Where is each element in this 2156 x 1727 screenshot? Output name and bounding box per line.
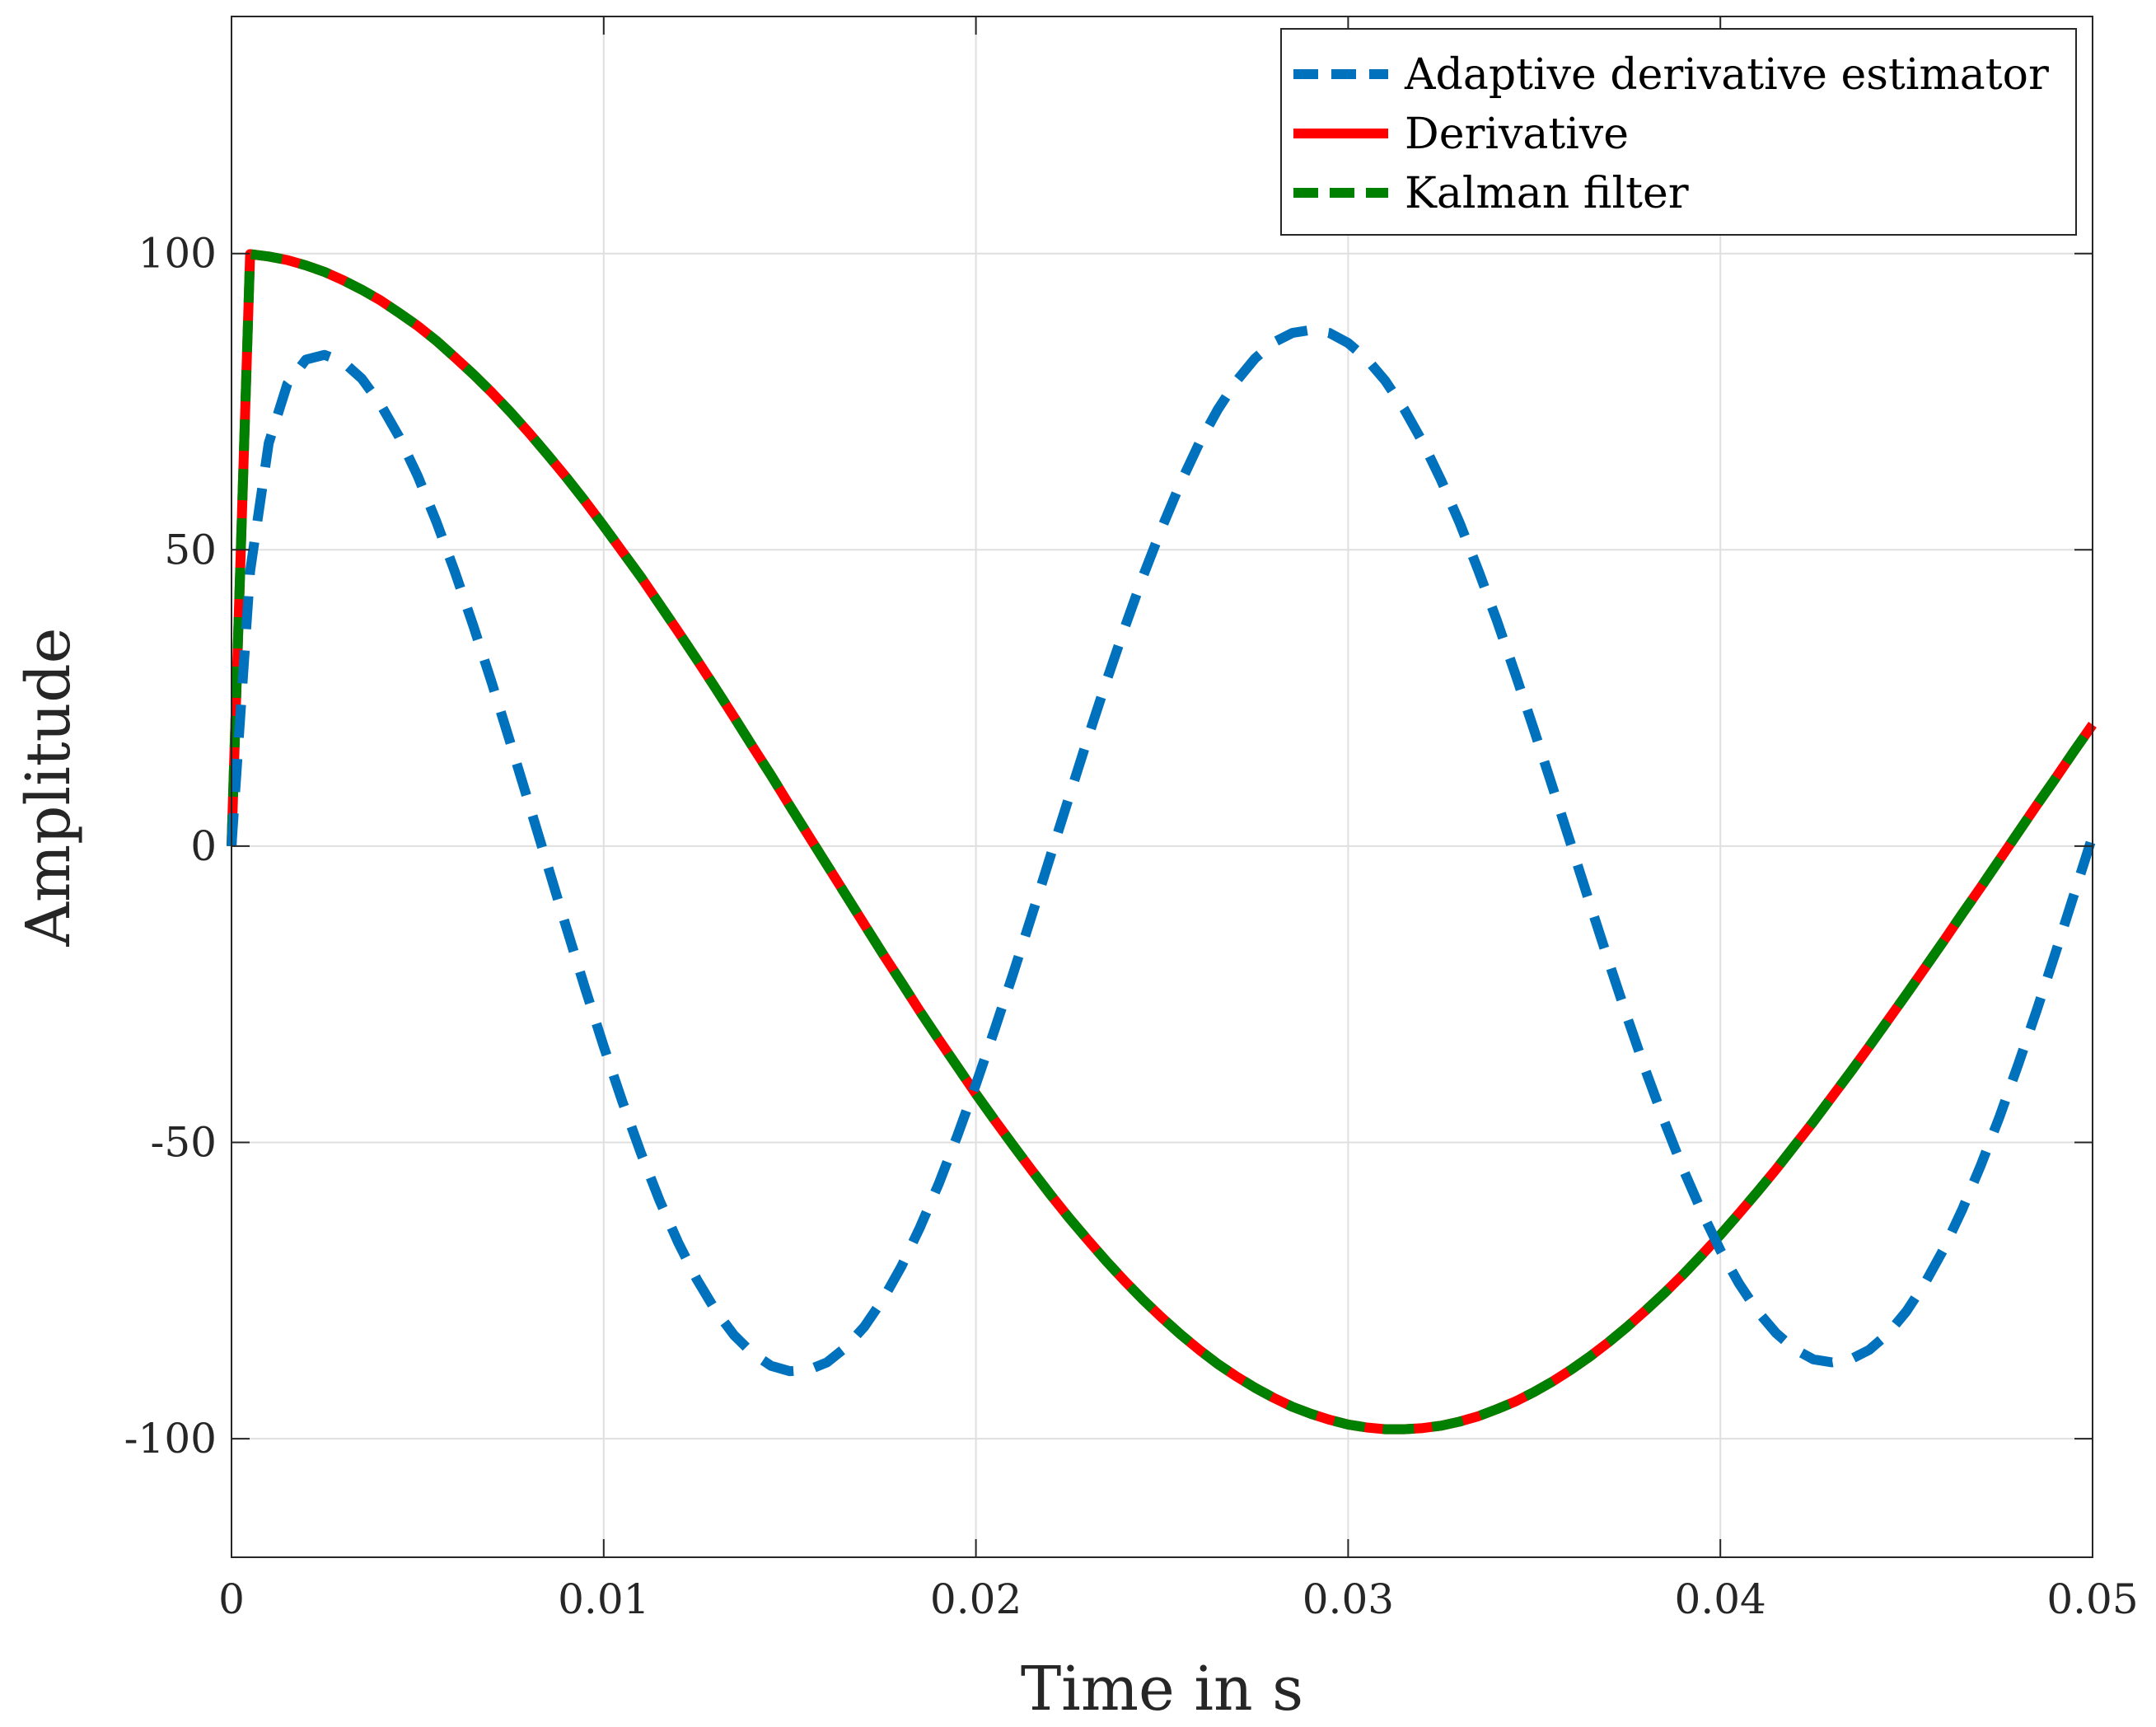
series-adaptive-derivative-estimator — [227, 325, 2098, 1377]
x-tick-label: 0.01 — [558, 1575, 649, 1623]
y-axis-label: Amplitude — [13, 628, 84, 948]
legend-label: Kalman filter — [1405, 169, 1689, 218]
x-tick-label: 0 — [218, 1575, 245, 1623]
tick-labels: 0 0.01 0.02 0.03 0.04 0.05 -100 -50 0 50 100 — [124, 230, 2139, 1623]
series-kalman-filter — [227, 249, 2097, 1434]
y-tick-label: -100 — [124, 1415, 217, 1463]
x-tick-label: 0.02 — [930, 1575, 1022, 1623]
series-layer — [227, 249, 2098, 1434]
y-tick-label: 0 — [190, 822, 217, 870]
legend: Adaptive derivative estimator Derivative K… — [1280, 28, 2077, 236]
y-tick-label: 100 — [138, 230, 217, 278]
x-axis-label: Time in s — [1021, 1654, 1303, 1725]
y-tick-label: -50 — [150, 1119, 217, 1167]
x-tick-label: 0.03 — [1302, 1575, 1394, 1623]
y-tick-label: 50 — [164, 526, 217, 573]
x-tick-label: 0.04 — [1675, 1575, 1766, 1623]
axes-box — [231, 16, 2093, 1558]
legend-label: Derivative — [1405, 110, 1629, 159]
x-tick-label: 0.05 — [2046, 1575, 2138, 1623]
legend-box — [1280, 28, 2077, 236]
legend-label: Adaptive derivative estimator — [1404, 50, 2049, 100]
